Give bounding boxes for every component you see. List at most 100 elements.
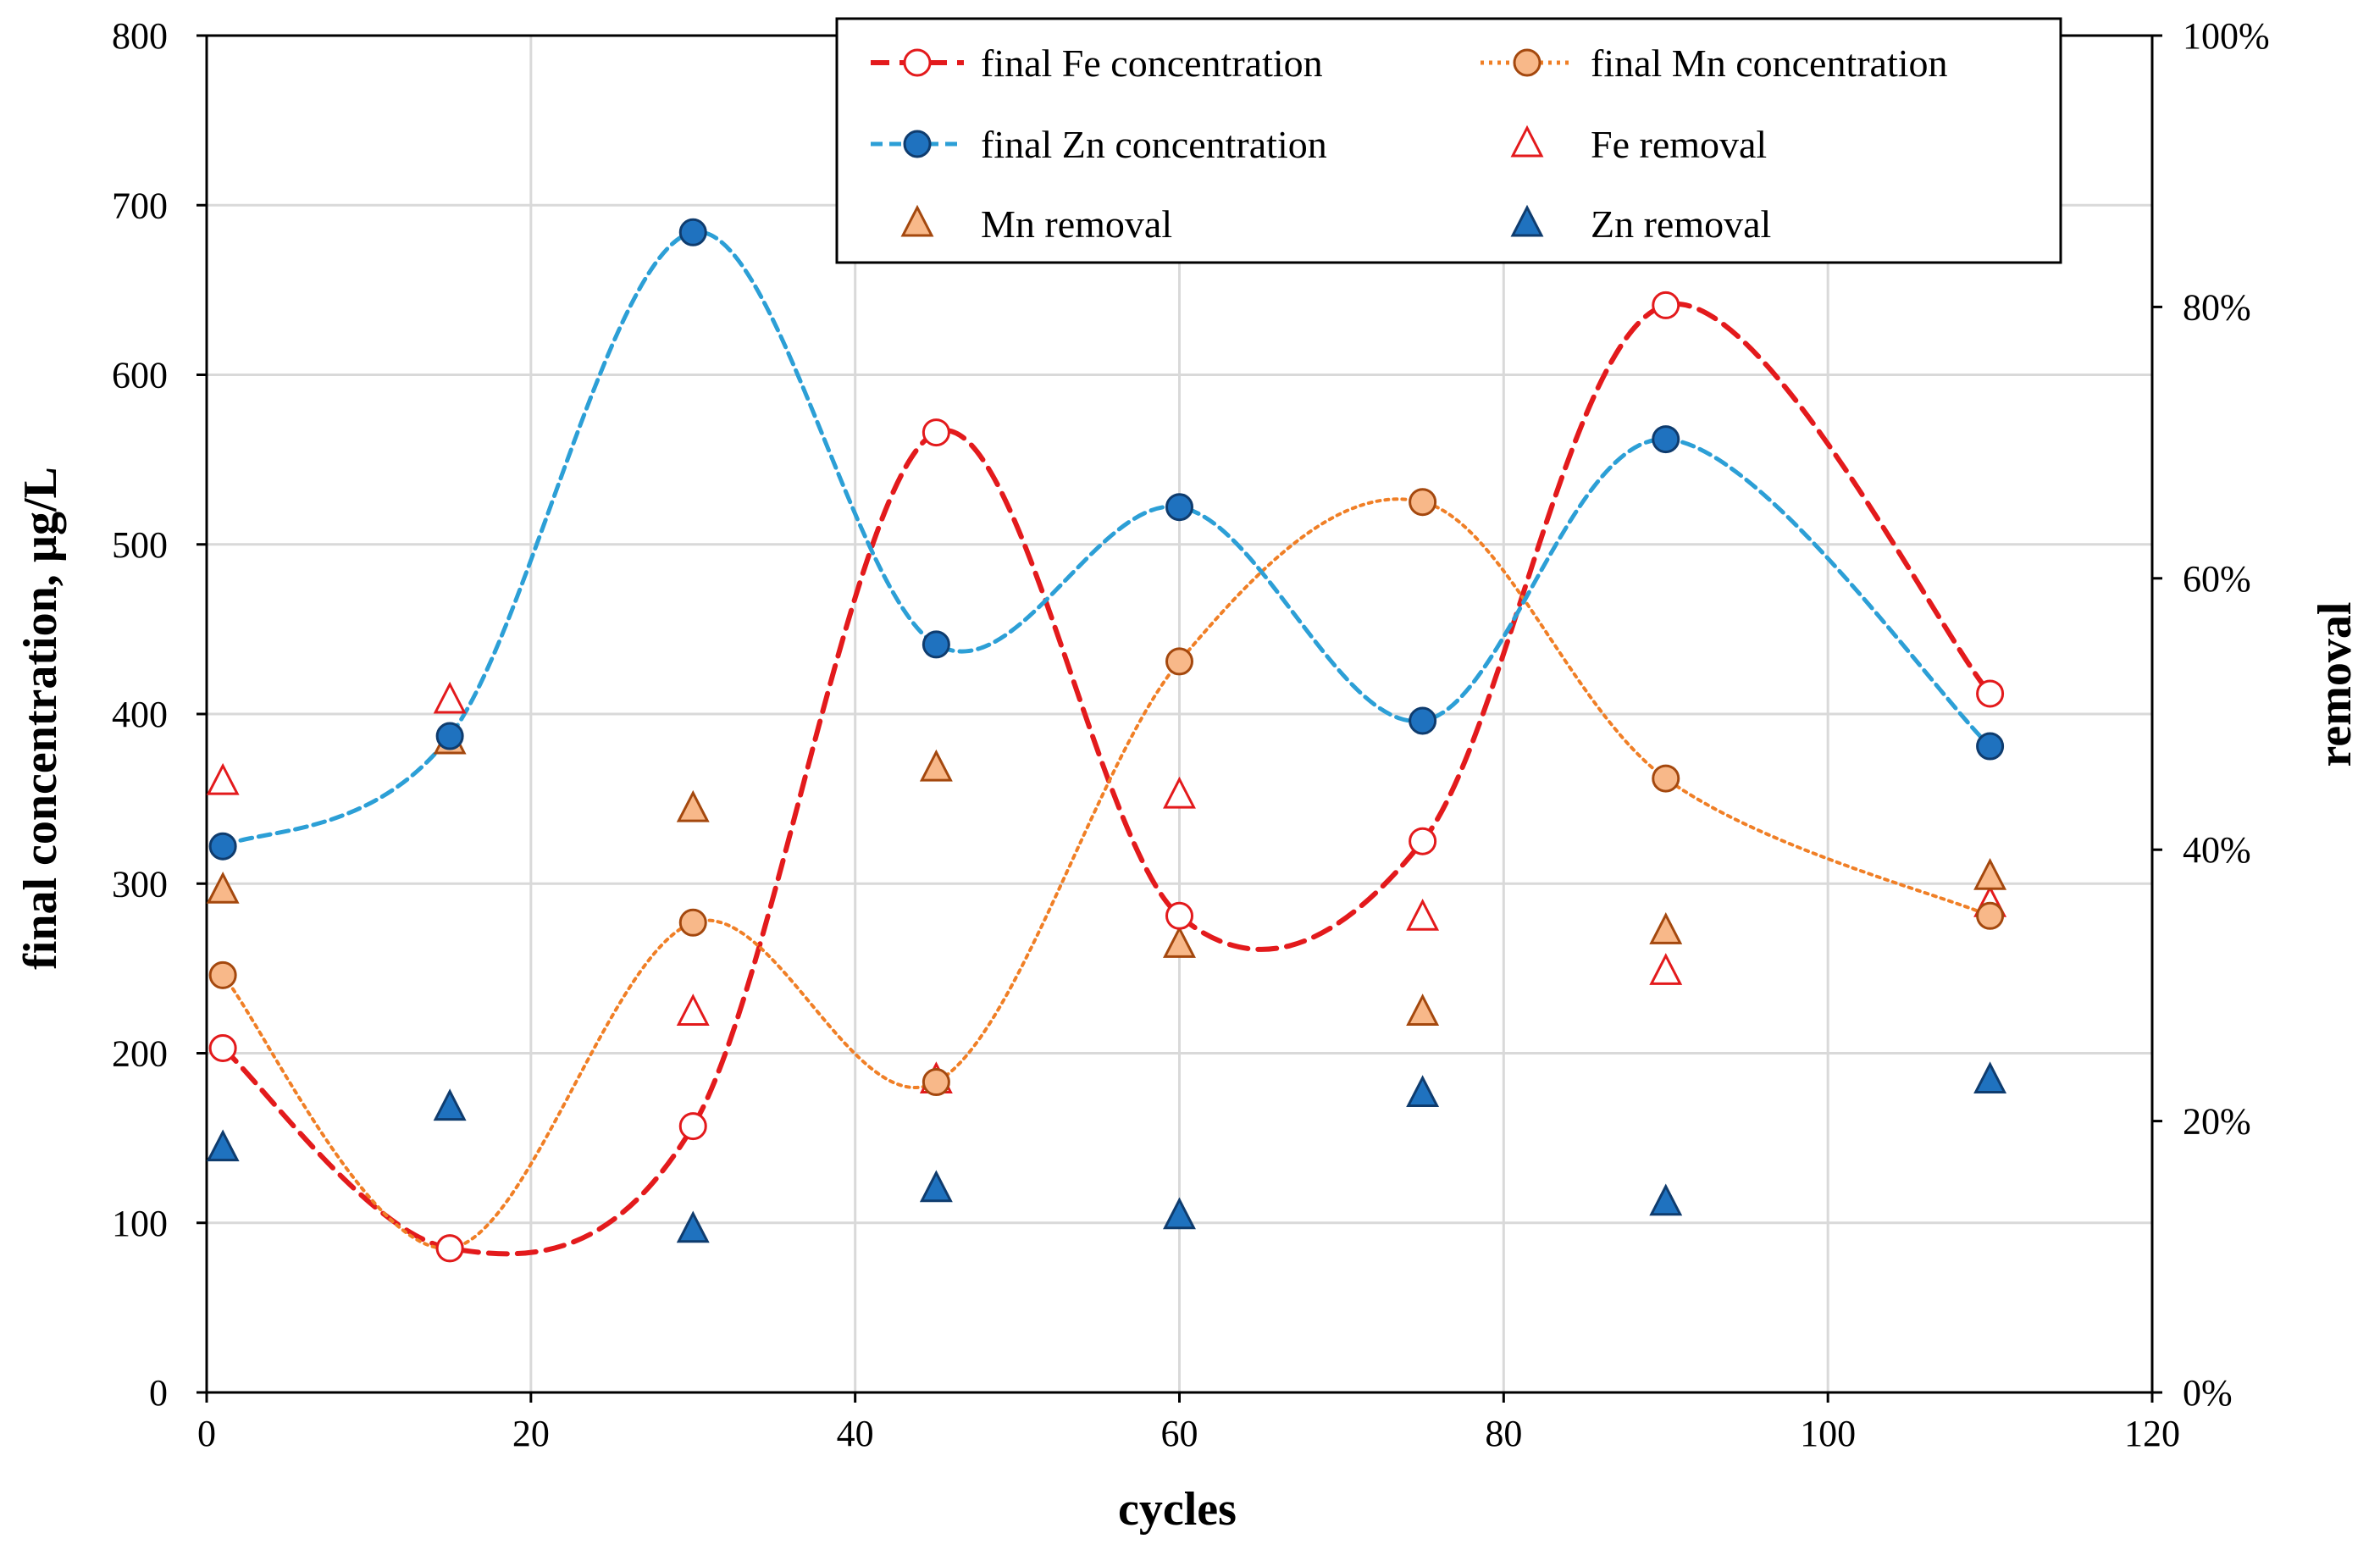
- y2-tick-label: 20%: [2183, 1101, 2251, 1143]
- series-line-3: [220, 230, 1993, 849]
- data-point: [676, 1210, 710, 1243]
- data-point: [1973, 857, 2007, 890]
- y2-tick-label: 0%: [2183, 1372, 2233, 1414]
- x-tick-label: 40: [837, 1413, 874, 1454]
- y-tick-label: 500: [112, 524, 168, 566]
- x-tick-label: 100: [1800, 1413, 1856, 1454]
- series-line-2: [221, 497, 1992, 1250]
- data-point: [433, 1088, 467, 1121]
- data-point: [1973, 1061, 2007, 1094]
- data-point: [1649, 912, 1683, 944]
- data-point: [1406, 994, 1440, 1026]
- legend-label: final Zn concentration: [981, 123, 1327, 166]
- data-point: [1976, 679, 2005, 708]
- series-4-markers: [206, 681, 2007, 1094]
- y2-tick-label: 80%: [2183, 286, 2251, 328]
- data-point: [433, 681, 467, 714]
- x-axis-title: cycles: [1118, 1483, 1237, 1536]
- data-point: [206, 762, 240, 795]
- y-tick-label: 800: [112, 15, 168, 57]
- data-point: [1652, 764, 1680, 793]
- series-6-markers: [206, 1061, 2007, 1243]
- y-tick-label: 700: [112, 185, 168, 226]
- legend-label: Fe removal: [1591, 123, 1767, 166]
- legend-item-3: final Zn concentration: [871, 123, 1327, 166]
- data-point: [1165, 901, 1193, 930]
- data-point: [919, 1170, 953, 1203]
- legend-item-2: final Mn concentration: [1481, 42, 1948, 85]
- y2-axis-title: removal: [2309, 602, 2361, 767]
- legend-label: final Mn concentration: [1591, 42, 1948, 85]
- data-point: [1649, 953, 1683, 985]
- data-point: [676, 994, 710, 1026]
- legend-item-6: Zn removal: [1510, 202, 1771, 246]
- data-point: [1652, 291, 1680, 319]
- data-point: [676, 789, 710, 822]
- data-point: [678, 1112, 707, 1141]
- data-point: [1976, 732, 2005, 761]
- data-point: [1652, 425, 1680, 454]
- data-point: [922, 1068, 950, 1097]
- data-point: [206, 1129, 240, 1162]
- x-tick-label: 20: [512, 1413, 550, 1454]
- data-point: [435, 1234, 464, 1263]
- series-layer: [206, 218, 2007, 1263]
- legend-marker: [900, 204, 934, 237]
- data-point: [1165, 647, 1193, 676]
- x-tick-label: 0: [197, 1413, 216, 1454]
- legend-marker: [1513, 48, 1541, 77]
- data-point: [1409, 706, 1437, 735]
- data-point: [1406, 1075, 1440, 1108]
- x-tick-label: 80: [1485, 1413, 1522, 1454]
- data-point: [1163, 1197, 1196, 1230]
- legend-marker: [903, 48, 932, 77]
- legend-marker: [1510, 204, 1544, 237]
- data-point: [922, 630, 950, 659]
- y2-tick-label: 60%: [2183, 558, 2251, 600]
- data-point: [206, 871, 240, 904]
- legend-label: final Fe concentration: [981, 42, 1323, 85]
- data-point: [1409, 827, 1437, 855]
- data-point: [919, 749, 953, 782]
- x-tick-label: 120: [2124, 1413, 2180, 1454]
- data-point: [1163, 926, 1196, 958]
- tick-labels: 0 20 40 60 80 100 120 0 100 200 300 400 500 600 700 800…: [112, 15, 2270, 1454]
- data-point: [678, 908, 707, 937]
- series-1-markers: [208, 291, 2005, 1263]
- y-tick-label: 200: [112, 1033, 168, 1075]
- y-tick-label: 400: [112, 694, 168, 735]
- legend-label: Zn removal: [1591, 202, 1771, 246]
- data-point: [208, 832, 237, 861]
- y-tick-label: 600: [112, 355, 168, 396]
- data-point: [208, 1033, 237, 1062]
- y-axis-title: final concentration, µg/L: [14, 467, 67, 970]
- data-point: [1406, 899, 1440, 931]
- data-point: [208, 960, 237, 989]
- y-tick-label: 100: [112, 1203, 168, 1244]
- series-3-markers: [208, 218, 2005, 861]
- legend-label: Mn removal: [981, 202, 1172, 246]
- series-2-markers: [208, 488, 2005, 1263]
- legend-marker: [1510, 125, 1544, 158]
- data-point: [1409, 488, 1437, 517]
- y2-tick-label: 40%: [2183, 829, 2251, 871]
- data-point: [1976, 901, 2005, 930]
- y-tick-label: 0: [149, 1372, 168, 1414]
- data-point: [435, 722, 464, 750]
- legend: final Fe concentration final Mn concentra…: [835, 17, 2062, 264]
- legend-box: [835, 17, 2062, 264]
- data-point: [678, 218, 707, 246]
- y2-tick-label: 100%: [2183, 15, 2270, 57]
- data-point: [922, 418, 950, 447]
- legend-marker: [903, 130, 932, 158]
- data-point: [1165, 493, 1193, 522]
- x-tick-label: 60: [1161, 1413, 1198, 1454]
- data-point: [1649, 1183, 1683, 1216]
- legend-item-4: Fe removal: [1510, 123, 1767, 166]
- y-tick-label: 300: [112, 863, 168, 905]
- legend-item-5: Mn removal: [900, 202, 1172, 246]
- series-line-1: [220, 301, 1993, 1257]
- data-point: [1163, 776, 1196, 809]
- legend-item-1: final Fe concentration: [871, 42, 1323, 85]
